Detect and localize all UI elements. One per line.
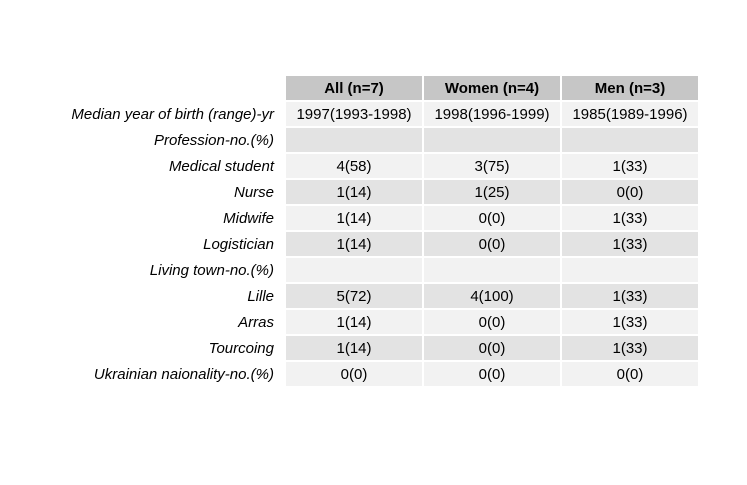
- cell-women: 0(0): [424, 206, 560, 230]
- table-row: Ukrainian naionality-no.(%) 0(0) 0(0) 0(…: [52, 362, 698, 386]
- table-row: Medical student 4(58) 3(75) 1(33): [52, 154, 698, 178]
- table-row: Arras 1(14) 0(0) 1(33): [52, 310, 698, 334]
- cell-women: [424, 128, 560, 152]
- cell-men: 1(33): [562, 232, 698, 256]
- demographics-table-wrapper: All (n=7) Women (n=4) Men (n=3) Median y…: [50, 74, 700, 388]
- row-label: Logistician: [203, 235, 274, 253]
- header-corner: [52, 76, 284, 100]
- cell-all: [286, 128, 422, 152]
- cell-all: 1(14): [286, 232, 422, 256]
- cell-all: 4(58): [286, 154, 422, 178]
- table-row: Median year of birth (range)-yr 1997(199…: [52, 102, 698, 126]
- cell-women: [424, 258, 560, 282]
- cell-women: 0(0): [424, 232, 560, 256]
- row-label: Median year of birth (range)-yr: [71, 105, 274, 123]
- table-row: Lille 5(72) 4(100) 1(33): [52, 284, 698, 308]
- table-row: Tourcoing 1(14) 0(0) 1(33): [52, 336, 698, 360]
- cell-men: 0(0): [562, 180, 698, 204]
- table-row: Profession-no.(%): [52, 128, 698, 152]
- table-row: Midwife 1(14) 0(0) 1(33): [52, 206, 698, 230]
- cell-women: 4(100): [424, 284, 560, 308]
- header-women: Women (n=4): [424, 76, 560, 100]
- cell-men: 1(33): [562, 154, 698, 178]
- header-men: Men (n=3): [562, 76, 698, 100]
- cell-women: 0(0): [424, 362, 560, 386]
- cell-all: 1(14): [286, 180, 422, 204]
- cell-men: [562, 258, 698, 282]
- row-label: Living town-no.(%): [149, 261, 274, 279]
- table-row: Logistician 1(14) 0(0) 1(33): [52, 232, 698, 256]
- table-row: Living town-no.(%): [52, 258, 698, 282]
- cell-all: 1(14): [286, 206, 422, 230]
- header-all: All (n=7): [286, 76, 422, 100]
- cell-women: 0(0): [424, 336, 560, 360]
- row-label: Profession-no.(%): [153, 131, 274, 149]
- cell-all: 1(14): [286, 336, 422, 360]
- cell-men: 0(0): [562, 362, 698, 386]
- cell-all: 5(72): [286, 284, 422, 308]
- row-label: Arras: [238, 313, 274, 331]
- row-label: Nurse: [233, 183, 274, 201]
- cell-men: 1(33): [562, 206, 698, 230]
- cell-women: 3(75): [424, 154, 560, 178]
- cell-men: 1(33): [562, 310, 698, 334]
- row-label: Lille: [247, 287, 274, 305]
- cell-all: 0(0): [286, 362, 422, 386]
- cell-men: 1(33): [562, 284, 698, 308]
- cell-men: 1985(1989-1996): [562, 102, 698, 126]
- cell-all: [286, 258, 422, 282]
- cell-women: 1998(1996-1999): [424, 102, 560, 126]
- cell-women: 0(0): [424, 310, 560, 334]
- demographics-table: All (n=7) Women (n=4) Men (n=3) Median y…: [50, 74, 700, 388]
- row-label: Medical student: [168, 157, 274, 175]
- row-label: Ukrainian naionality-no.(%): [93, 365, 274, 383]
- cell-women: 1(25): [424, 180, 560, 204]
- row-label: Midwife: [223, 209, 274, 227]
- cell-all: 1(14): [286, 310, 422, 334]
- table-row: Nurse 1(14) 1(25) 0(0): [52, 180, 698, 204]
- cell-men: 1(33): [562, 336, 698, 360]
- header-row: All (n=7) Women (n=4) Men (n=3): [52, 76, 698, 100]
- row-label: Tourcoing: [208, 339, 274, 357]
- cell-men: [562, 128, 698, 152]
- cell-all: 1997(1993-1998): [286, 102, 422, 126]
